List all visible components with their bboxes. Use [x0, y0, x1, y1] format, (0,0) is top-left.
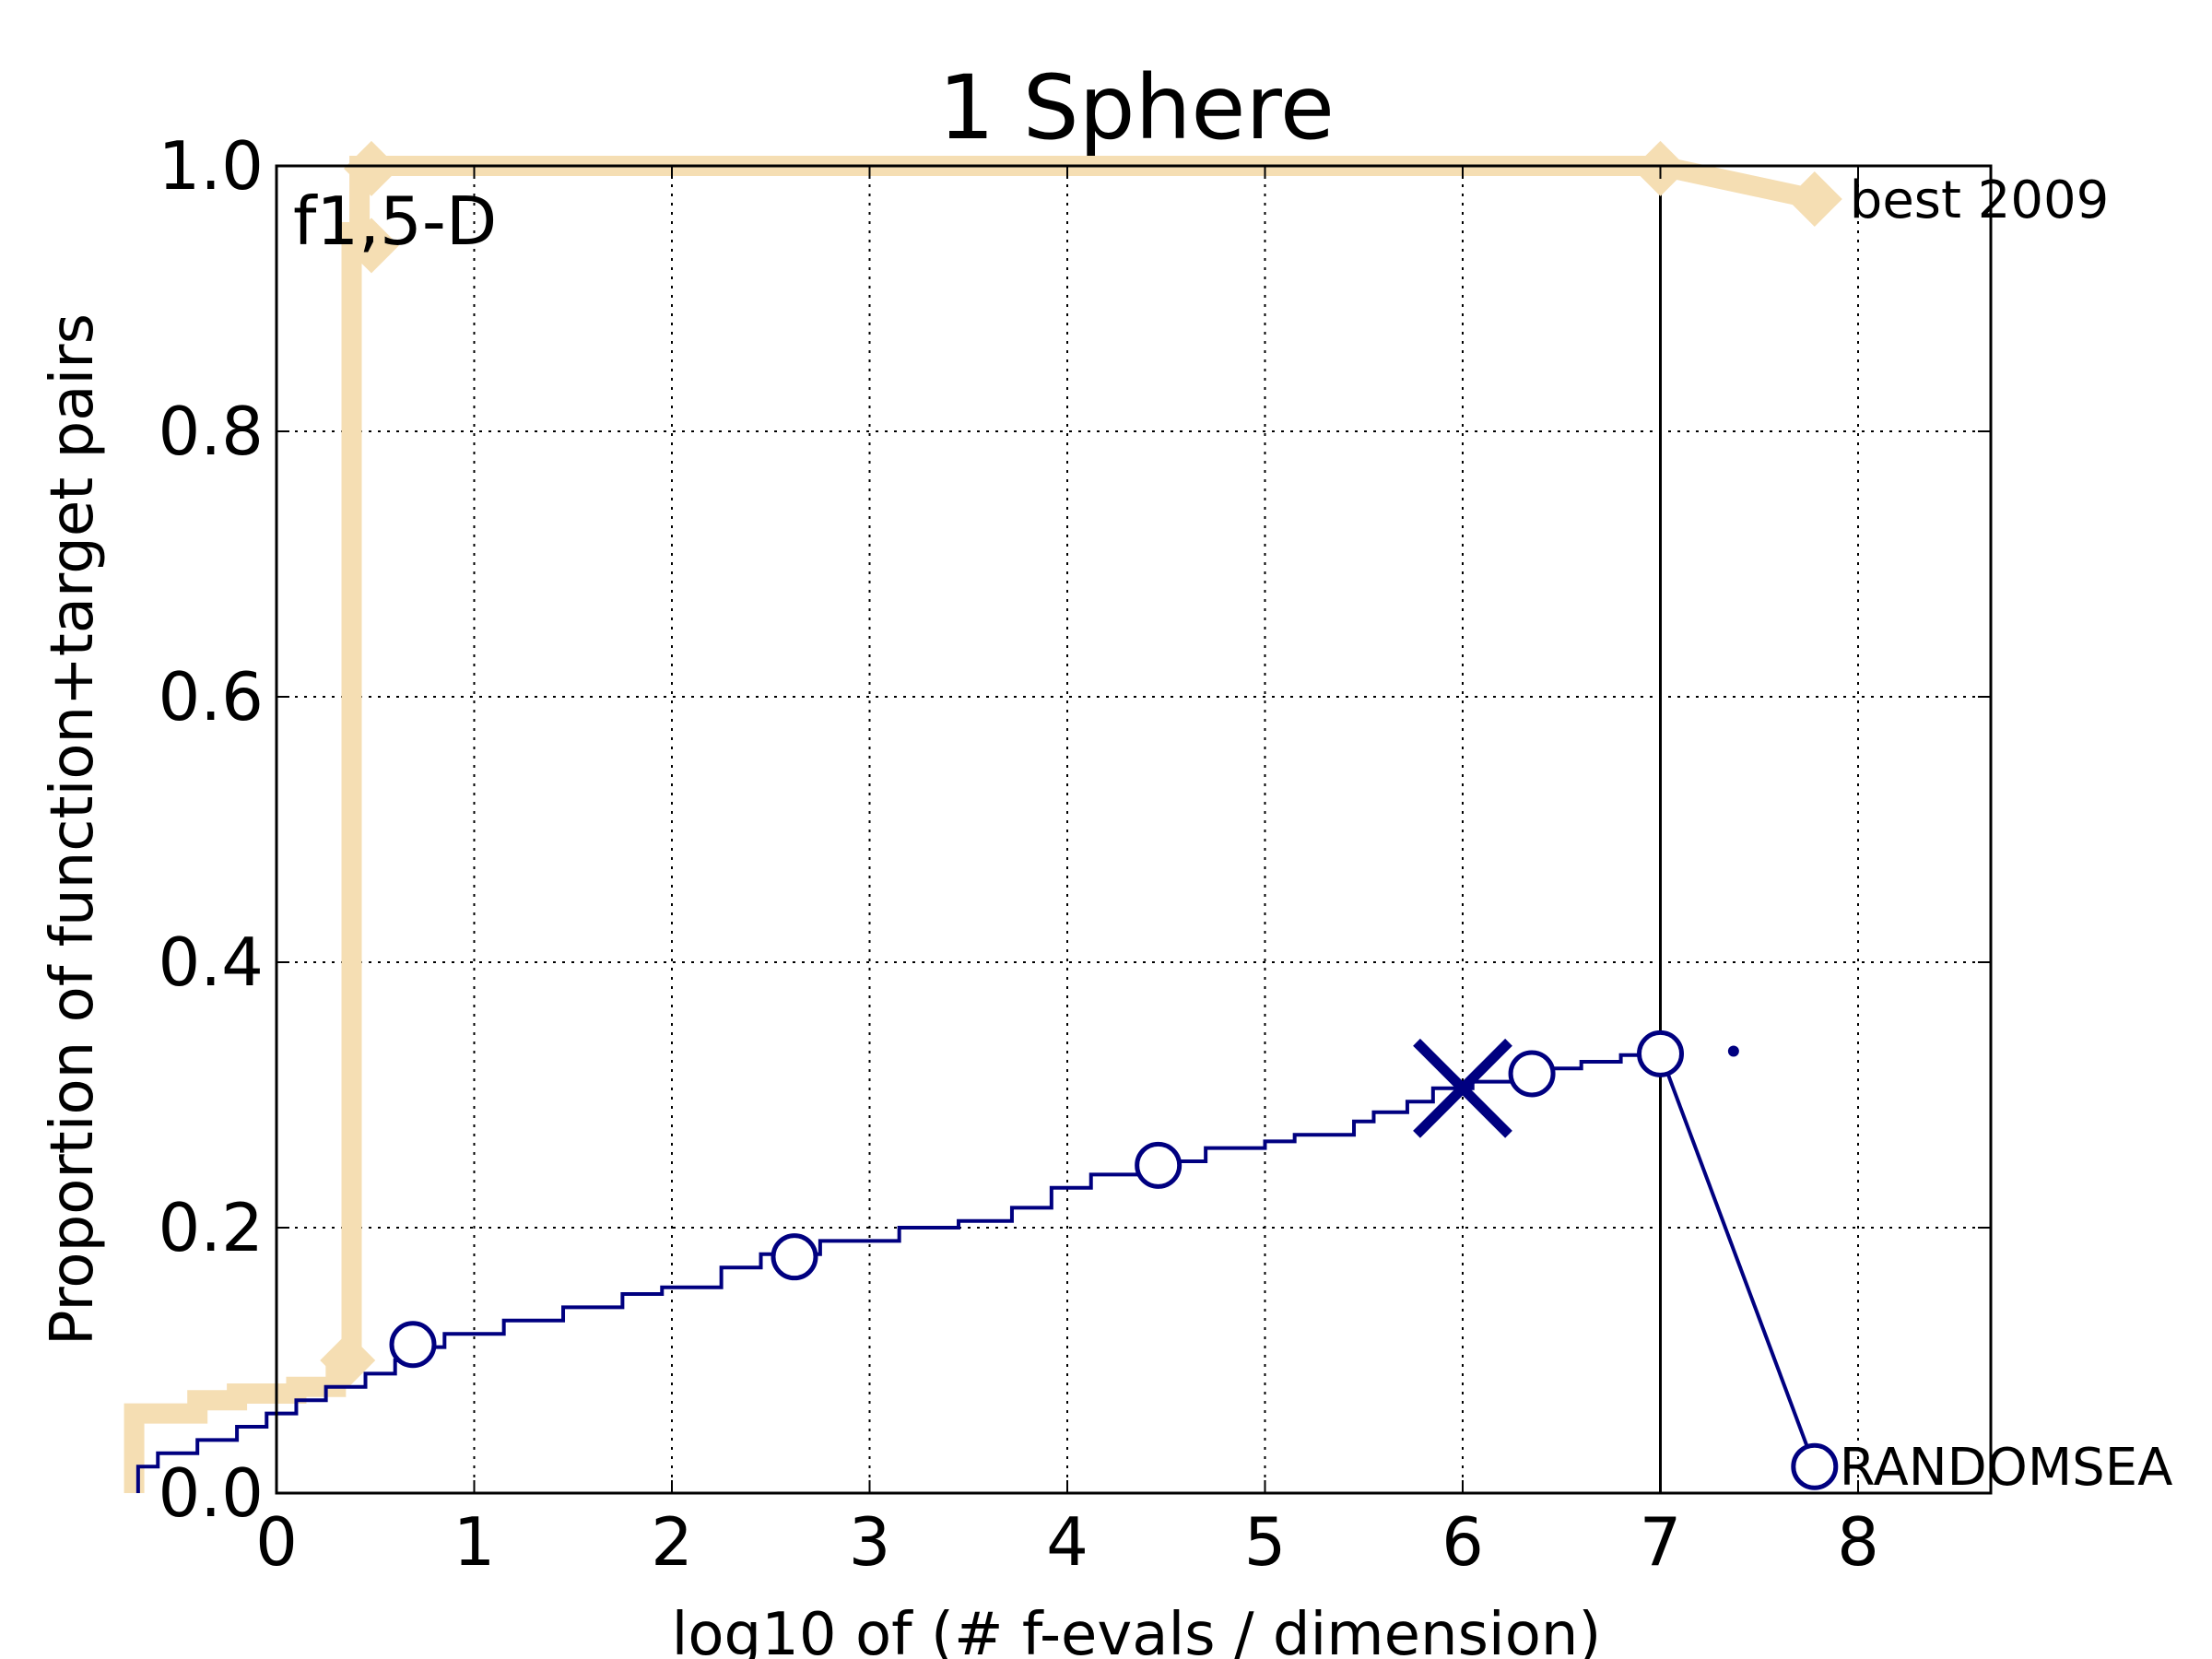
x-axis-label: log10 of (# f-evals / dimension) [672, 1601, 1602, 1659]
best-2009-marker [320, 1333, 376, 1388]
best-2009-label: best 2009 [1850, 171, 2109, 230]
randomsea-dot [1727, 1045, 1739, 1057]
best-2009-line [124, 156, 1661, 1493]
randomsea-x-marker [1413, 1038, 1512, 1138]
series-layer [124, 140, 1842, 1493]
y-tick-label: 0.4 [158, 924, 264, 1001]
randomsea-marker [1791, 1442, 1839, 1490]
randomsea-line [135, 1053, 1661, 1493]
y-tick-label: 1.0 [158, 127, 264, 205]
y-tick-label: 0.8 [158, 393, 264, 470]
randomsea-marker [1135, 1141, 1182, 1189]
x-tick-label: 1 [453, 1503, 496, 1581]
y-axis-label: Proportion of function+target pairs [39, 313, 107, 1346]
x-tick-label: 2 [651, 1503, 693, 1581]
chart-title: 1 Sphere [938, 56, 1335, 159]
randomsea-marker [1508, 1050, 1556, 1098]
series-labels: best 2009 RANDOMSEA [1840, 171, 2173, 1498]
x-tick-label: 5 [1244, 1503, 1287, 1581]
y-tick-label: 0.2 [158, 1189, 264, 1266]
x-tick-label: 6 [1441, 1503, 1484, 1581]
best-2009-marker [343, 140, 399, 196]
x-tick-label: 3 [849, 1503, 891, 1581]
best-2009-marker [343, 218, 399, 274]
y-tick-label: 0.0 [158, 1454, 264, 1532]
randomsea-label: RANDOMSEA [1840, 1438, 2173, 1498]
best-2009-end-marker [1786, 171, 1842, 227]
grid [276, 166, 1991, 1493]
y-tick-label: 0.6 [158, 658, 264, 735]
x-tick-label: 7 [1640, 1503, 1682, 1581]
plot-frame [275, 164, 1993, 1495]
x-tick-label: 4 [1046, 1503, 1088, 1581]
panel-annotation: f1,5-D [293, 182, 497, 260]
randomsea-marker [1637, 1030, 1684, 1077]
ticks: 0 1 2 3 4 5 6 7 8 0.0 0.2 0.4 0.6 0.8 1.0 [158, 127, 1991, 1581]
randomsea-marker [771, 1233, 818, 1281]
randomsea-marker [389, 1321, 437, 1369]
randomsea-tail [1658, 1053, 1817, 1467]
x-tick-label: 0 [255, 1503, 298, 1581]
best-2009-tail [1658, 156, 1818, 209]
x-tick-label: 8 [1837, 1503, 1879, 1581]
